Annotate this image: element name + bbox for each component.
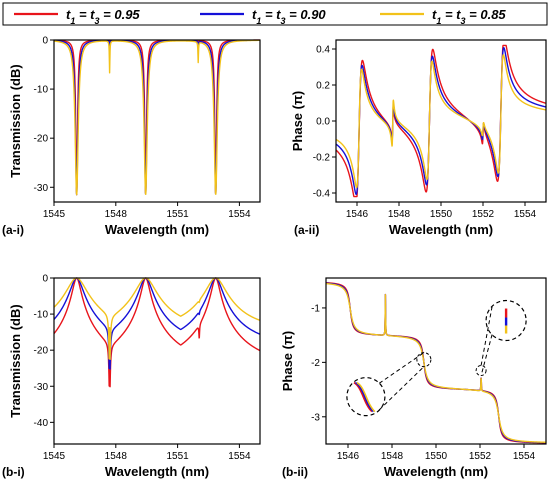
series-group xyxy=(336,44,546,198)
series-line xyxy=(54,39,260,196)
zoom-series-line xyxy=(356,381,376,413)
y-axis-title: Phase (π) xyxy=(280,331,295,392)
zoom-source-circle xyxy=(475,365,487,377)
series-group xyxy=(54,39,260,196)
x-tick-label: 1551 xyxy=(166,209,189,220)
y-axis-title: Phase (π) xyxy=(290,91,305,152)
zoom-connector xyxy=(378,366,425,411)
zoom-connector xyxy=(480,334,493,376)
x-tick-label: 1554 xyxy=(514,209,537,220)
y-tick-label: -30 xyxy=(34,183,49,194)
series-line xyxy=(54,277,260,360)
y-tick-label: -40 xyxy=(34,418,49,429)
series-group xyxy=(326,281,546,444)
chart-panel-a-i: 1545 1548 1551 1554 0 -10 -20 -30 Wavelength (nm… xyxy=(2,36,261,237)
zoom-series-line xyxy=(354,381,374,413)
x-tick-label: 1548 xyxy=(381,451,404,462)
zoom-connector xyxy=(480,306,493,366)
x-tick-label: 1552 xyxy=(469,451,492,462)
series-line xyxy=(336,54,546,189)
panel-label: (b-i) xyxy=(2,465,25,479)
x-tick-label: 1550 xyxy=(430,209,453,220)
x-tick-label: 1545 xyxy=(43,209,66,220)
y-tick-label: -0.2 xyxy=(313,153,331,164)
legend-frame xyxy=(2,2,548,26)
zoom-series-line xyxy=(353,381,373,413)
y-tick-label: 0.4 xyxy=(316,45,330,56)
y-tick-label: -20 xyxy=(34,346,49,357)
x-axis-title: Wavelength (nm) xyxy=(105,222,209,237)
x-tick-label: 1548 xyxy=(105,209,128,220)
x-tick-label: 1554 xyxy=(513,451,536,462)
y-tick-label: -0.4 xyxy=(313,189,331,200)
x-tick-label: 1550 xyxy=(425,451,448,462)
x-axis-title: Wavelength (nm) xyxy=(105,464,209,479)
series-line xyxy=(336,47,546,195)
legend-label: t1 = t3 = 0.90 xyxy=(252,7,326,26)
x-tick-label: 1551 xyxy=(166,451,189,462)
y-tick-label: 0 xyxy=(42,36,48,47)
series-line xyxy=(54,39,260,196)
zoom-connector xyxy=(378,352,425,384)
series-line xyxy=(336,44,546,198)
series-line xyxy=(54,39,260,196)
x-tick-label: 1545 xyxy=(43,451,66,462)
y-tick-label: -30 xyxy=(34,382,49,393)
plot-frame xyxy=(53,277,261,445)
plot-frame xyxy=(53,39,261,203)
zoom-source-circle xyxy=(416,352,432,368)
y-axis-title: Transmission (dB) xyxy=(8,304,23,417)
legend-label: t1 = t3 = 0.85 xyxy=(432,7,506,26)
x-tick-label: 1552 xyxy=(472,209,495,220)
y-tick-label: 0 xyxy=(42,274,48,285)
x-axis-title: Wavelength (nm) xyxy=(389,222,493,237)
series-line xyxy=(326,282,546,443)
y-tick-label: -3 xyxy=(311,412,320,423)
panel-label: (a-ii) xyxy=(294,223,319,237)
y-axis-title: Transmission (dB) xyxy=(8,64,23,177)
y-tick-label: 0.2 xyxy=(316,81,330,92)
series-line xyxy=(54,277,260,388)
legend-label: t1 = t3 = 0.95 xyxy=(66,7,140,26)
y-tick-label: 0.0 xyxy=(316,117,330,128)
x-tick-label: 1554 xyxy=(228,451,251,462)
x-axis-title: Wavelength (nm) xyxy=(384,464,488,479)
panel-label: (b-ii) xyxy=(282,465,308,479)
legend: t1 = t3 = 0.95 t1 = t3 = 0.90 t1 = t3 = 0.… xyxy=(2,2,548,26)
x-tick-label: 1548 xyxy=(105,451,128,462)
chart-panel-b-i: 1545 1548 1551 1554 0 -10 -20 -30 -40 Wavelength … xyxy=(2,274,261,479)
y-tick-label: -20 xyxy=(34,134,49,145)
chart-panel-b-ii: 1546 1548 1550 1552 1554 -1 -2 -3 Wavelength (nm… xyxy=(280,277,547,479)
chart-panel-a-ii: 1546 1548 1550 1552 1554 0.4 0.2 0.0 -0.2 -0.4 Wav… xyxy=(290,39,547,237)
series-group xyxy=(54,277,260,388)
zoom-insets xyxy=(346,299,527,417)
x-tick-label: 1548 xyxy=(388,209,411,220)
x-tick-label: 1554 xyxy=(228,209,251,220)
y-tick-label: -10 xyxy=(34,85,49,96)
series-line xyxy=(54,277,260,370)
y-tick-label: -1 xyxy=(311,303,320,314)
y-tick-label: -10 xyxy=(34,310,49,321)
y-tick-label: -2 xyxy=(311,358,320,369)
x-tick-label: 1546 xyxy=(346,209,369,220)
plot-frame xyxy=(335,39,547,203)
x-tick-label: 1546 xyxy=(337,451,360,462)
panel-label: (a-i) xyxy=(2,223,24,237)
